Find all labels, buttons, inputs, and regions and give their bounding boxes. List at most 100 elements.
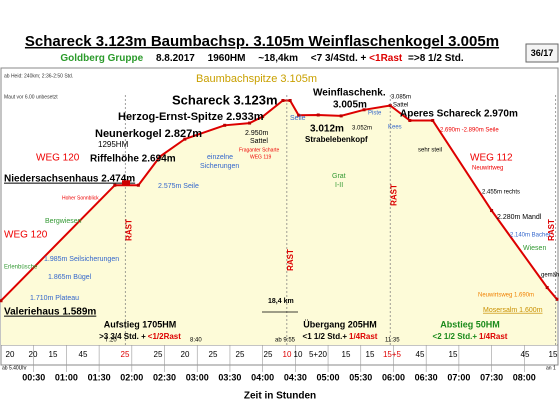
duration-label: 15 bbox=[342, 350, 351, 359]
duration-label: 25 bbox=[121, 350, 130, 359]
annotation: Weinflaschenk. bbox=[313, 88, 386, 99]
waypoint bbox=[158, 154, 162, 158]
x-tick-label: 06:00 bbox=[382, 372, 405, 382]
annotation: ab 9:55 bbox=[275, 338, 296, 344]
duration-label: 45 bbox=[79, 350, 88, 359]
waypoint bbox=[339, 114, 343, 118]
waypoint bbox=[490, 209, 494, 213]
annotation: 1295HM bbox=[98, 140, 129, 149]
annotation: I-II bbox=[335, 182, 343, 189]
rast-label: RAST bbox=[124, 219, 133, 241]
x-tick-label: 05:00 bbox=[317, 372, 340, 382]
annotation: WEG 119 bbox=[250, 154, 272, 160]
waypoint bbox=[545, 286, 549, 290]
annotation: Herzog-Ernst-Spitze 2.933m bbox=[118, 111, 264, 123]
annotation: 3.005m bbox=[333, 100, 367, 111]
annotation: Erlenbüsche bbox=[4, 265, 38, 271]
annotation: Mosersalm 1.600m bbox=[483, 307, 543, 314]
x-tick-label: 03:30 bbox=[218, 372, 241, 382]
summary-duration: >3 3/4 Std. + bbox=[99, 332, 146, 341]
x-tick-label: 07:00 bbox=[447, 372, 470, 382]
summary-title: Abstieg 50HM bbox=[440, 319, 500, 329]
annotation: 2.140m Bacher bbox=[510, 233, 551, 239]
duration-label: 45 bbox=[416, 350, 425, 359]
subtitle-part: ~18,4km bbox=[258, 53, 298, 64]
waypoint bbox=[316, 113, 320, 117]
duration-label: 25 bbox=[209, 350, 218, 359]
waypoint bbox=[288, 98, 292, 102]
duration-label: 10 bbox=[294, 350, 303, 359]
summary-rest: <1/2Rast bbox=[148, 332, 181, 341]
annotation: Baumbachspitze 3.105m bbox=[196, 73, 317, 85]
waypoint bbox=[297, 113, 301, 117]
x-tick-label: 05:30 bbox=[349, 372, 372, 382]
summary-time: <2 1/2 Std.+ 1/4Rast bbox=[433, 332, 508, 341]
waypoint bbox=[223, 123, 227, 127]
summary-title: Übergang 205HM bbox=[303, 319, 377, 329]
x-tick-label: 06:30 bbox=[415, 372, 438, 382]
x-axis-label: Zeit in Stunden bbox=[244, 391, 316, 402]
annotation: Seile bbox=[290, 115, 306, 122]
annotation: 7:20 bbox=[105, 338, 117, 344]
subtitle-part: <7 3/4Std. + bbox=[311, 53, 367, 64]
duration-label: 25 bbox=[264, 350, 273, 359]
annotation: an 1 bbox=[546, 365, 556, 371]
subtitle-part: =>8 1/2 Std. bbox=[408, 53, 464, 64]
duration-label: 15 bbox=[549, 350, 558, 359]
x-tick-label: 02:30 bbox=[153, 372, 176, 382]
annotation: Wiesen bbox=[523, 245, 546, 252]
duration-label: 25 bbox=[236, 350, 245, 359]
waypoint bbox=[408, 118, 412, 122]
annotation: Sattel bbox=[250, 138, 268, 145]
summary-rest: 1/4Rast bbox=[479, 332, 508, 341]
annotation: 3.012m bbox=[310, 124, 344, 135]
rast-label: RAST bbox=[547, 219, 556, 241]
duration-label: 15 bbox=[449, 350, 458, 359]
x-tick-label: 07:30 bbox=[480, 372, 503, 382]
duration-label: 20 bbox=[6, 350, 15, 359]
summary-time: <1 1/2 Std.+ 1/4Rast bbox=[303, 332, 378, 341]
annotation: 2.455m rechts bbox=[482, 190, 520, 196]
duration-label: 20 bbox=[29, 350, 38, 359]
annotation: WEG 112 bbox=[470, 153, 513, 164]
annotation: Neunerkogel 2.827m bbox=[95, 128, 202, 140]
hut-icon bbox=[122, 180, 130, 186]
subtitle-part: 8.8.2017 bbox=[156, 53, 195, 64]
annotation: Fraganter Scharte bbox=[239, 147, 280, 153]
annotation: ab 5.40Uhr bbox=[2, 365, 27, 371]
annotation: 3.052m bbox=[352, 126, 372, 132]
duration-label: 15 bbox=[366, 350, 375, 359]
x-tick-label: 00:30 bbox=[22, 372, 45, 382]
annotation: Aperes Schareck 2.970m bbox=[400, 109, 518, 120]
subtitle-part: 1960HM bbox=[208, 53, 246, 64]
annotation: 1.710m Plateau bbox=[30, 295, 79, 302]
x-tick-label: 02:00 bbox=[120, 372, 143, 382]
annotation: WEG 120 bbox=[4, 230, 48, 241]
waypoint bbox=[0, 299, 3, 303]
profile-line bbox=[0, 99, 558, 302]
waypoint bbox=[388, 103, 392, 107]
annotation: Sicherungen bbox=[200, 163, 239, 170]
duration-label: 20 bbox=[181, 350, 190, 359]
annotation: 1.865m Bügel bbox=[48, 274, 92, 281]
waypoint bbox=[431, 118, 435, 122]
annotation: Grat bbox=[332, 173, 346, 180]
annotation: ab Heid: 240km; 2:36-2:50 Std. bbox=[4, 73, 73, 79]
annotation: 1.985m Seilsicherungen bbox=[44, 256, 119, 263]
x-tick-label: 01:00 bbox=[55, 372, 78, 382]
x-tick-label: 08:00 bbox=[513, 372, 536, 382]
waypoint bbox=[113, 183, 117, 187]
duration-label: 15+5 bbox=[383, 350, 402, 359]
annotation: sehr steil bbox=[418, 148, 442, 154]
summary-duration: <1 1/2 Std.+ bbox=[303, 332, 348, 341]
annotation: Piste bbox=[368, 111, 382, 117]
annotation: einzelne bbox=[207, 154, 233, 161]
waypoint bbox=[362, 108, 366, 112]
annotation: 3.085m bbox=[391, 95, 411, 101]
annotation: 2.950m bbox=[245, 130, 269, 137]
annotation: 2.575m Seile bbox=[158, 183, 199, 190]
waypoint bbox=[261, 115, 265, 119]
annotation: Neuwirtsweg 1.690m bbox=[478, 293, 534, 299]
subtitle-part: <1Rast bbox=[369, 53, 403, 64]
